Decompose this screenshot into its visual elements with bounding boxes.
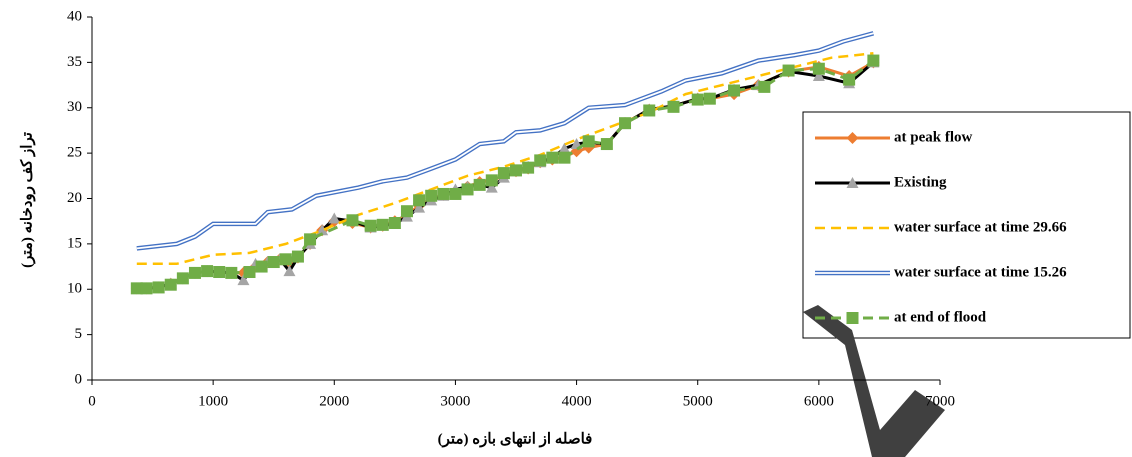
data-point (582, 135, 595, 148)
data-point (643, 104, 656, 117)
data-point (376, 218, 389, 231)
data-point (510, 164, 522, 177)
legend-marker (846, 312, 859, 324)
data-point (130, 282, 143, 295)
y-tick-label: 30 (67, 99, 82, 115)
data-point (304, 233, 317, 246)
legend-label: Existing (894, 174, 947, 190)
data-point (267, 256, 280, 269)
data-point (437, 187, 450, 200)
data-point (413, 201, 426, 213)
series-line-inner (136, 32, 874, 250)
data-point (176, 272, 189, 285)
data-point (812, 69, 825, 81)
data-point (667, 100, 680, 113)
data-point (867, 54, 880, 67)
legend-label: at peak flow (894, 129, 973, 145)
data-point (237, 274, 250, 286)
data-point (413, 194, 426, 207)
x-tick-label: 0 (88, 393, 96, 409)
x-tick-label: 4000 (562, 393, 592, 409)
data-point (346, 214, 359, 227)
data-point (473, 178, 486, 191)
data-point (619, 117, 632, 130)
x-tick-label: 3000 (440, 393, 470, 409)
data-point (782, 64, 795, 77)
y-tick-label: 5 (75, 326, 83, 342)
data-point (328, 212, 341, 224)
data-point (140, 282, 153, 295)
x-tick-label: 1000 (198, 393, 228, 409)
data-point (255, 260, 268, 273)
data-point (600, 138, 613, 151)
data-point (400, 205, 413, 218)
data-point (728, 84, 741, 97)
x-tick-label: 5000 (683, 393, 713, 409)
data-point (225, 266, 238, 279)
data-point (812, 62, 825, 75)
y-axis-title: تراز کف رودخانه (متر) (19, 132, 35, 268)
x-axis-title: فاصله از انتهای بازه (متر) (438, 431, 593, 447)
data-point (546, 151, 559, 164)
data-point (691, 93, 704, 106)
legend-label: at end of flood (894, 309, 987, 325)
data-point (558, 151, 571, 164)
y-tick-label: 10 (67, 281, 82, 297)
data-point (843, 73, 856, 86)
data-point (534, 154, 547, 167)
y-tick-label: 20 (67, 190, 82, 206)
series-line (136, 52, 874, 266)
data-point (201, 265, 214, 278)
legend-marker (846, 132, 859, 144)
data-point (316, 224, 329, 236)
data-point (283, 265, 296, 277)
data-point (243, 266, 256, 279)
y-tick-label: 15 (67, 235, 82, 251)
data-point (213, 266, 226, 279)
data-point (425, 189, 438, 202)
data-point (188, 266, 201, 279)
y-tick-label: 35 (67, 54, 82, 70)
legend-label: water surface at time 15.26 (894, 264, 1067, 280)
data-point (279, 253, 292, 266)
y-tick-label: 25 (67, 145, 82, 161)
legend-marker (846, 177, 859, 188)
data-point (449, 187, 462, 200)
y-tick-label: 40 (67, 8, 82, 24)
data-point (522, 161, 535, 174)
data-point (364, 219, 377, 232)
data-point (558, 142, 571, 154)
data-point (152, 281, 165, 294)
x-tick-label: 7000 (925, 393, 955, 409)
x-tick-label: 2000 (319, 393, 349, 409)
data-point (485, 181, 498, 193)
data-point (291, 250, 304, 263)
data-point (758, 80, 771, 93)
data-point (461, 183, 474, 196)
y-tick-label: 0 (75, 371, 83, 387)
legend-box (802, 111, 1131, 339)
series-line (136, 59, 875, 290)
data-point (703, 92, 716, 105)
data-point (164, 278, 177, 291)
x-tick-label: 6000 (804, 393, 834, 409)
data-point (388, 217, 401, 230)
decoration (803, 305, 945, 457)
legend-label: water surface at time 29.66 (894, 219, 1067, 235)
data-point (485, 174, 498, 187)
data-point (497, 167, 510, 180)
